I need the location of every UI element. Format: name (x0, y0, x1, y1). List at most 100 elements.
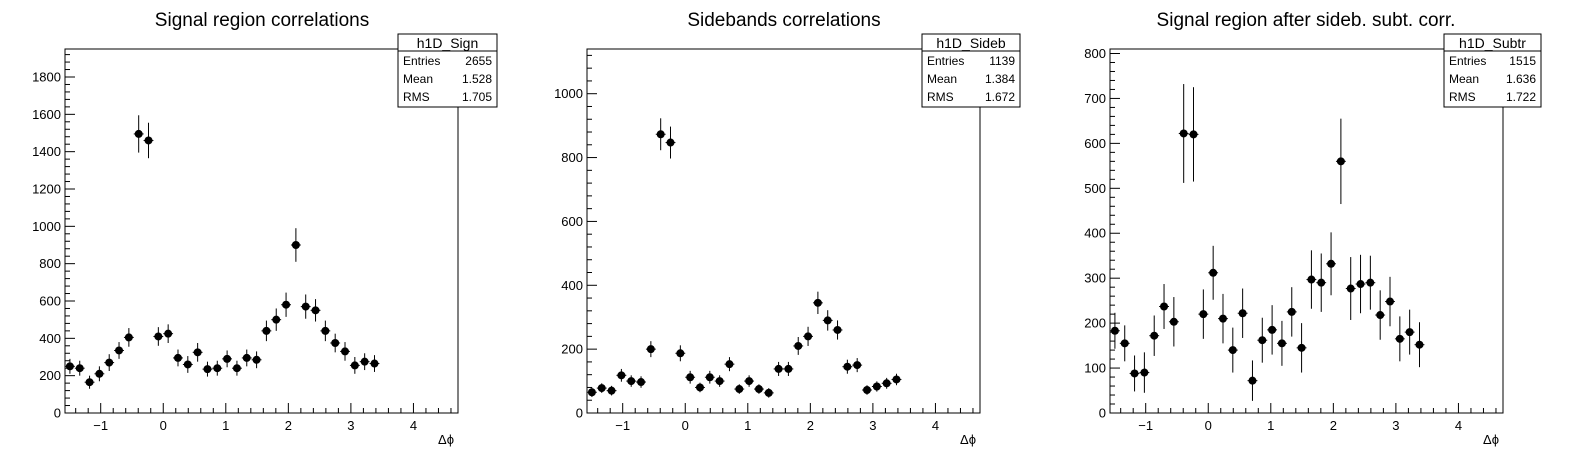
x-tick-label: 1 (222, 418, 229, 433)
marker (872, 382, 881, 391)
marker (1386, 297, 1395, 306)
data-point (1227, 327, 1238, 373)
data-point (114, 342, 124, 359)
data-point (881, 377, 892, 389)
data-point (1296, 323, 1307, 373)
marker (124, 333, 133, 342)
marker (735, 385, 744, 394)
marker (85, 378, 94, 387)
data-point (1119, 325, 1130, 362)
marker (370, 359, 379, 368)
data-point (655, 118, 666, 151)
marker (804, 332, 813, 341)
y-tick-label: 600 (39, 294, 61, 309)
marker (1317, 278, 1326, 287)
data-point (1316, 253, 1327, 312)
stats-value-rms: 1.672 (985, 90, 1015, 104)
data-point (695, 382, 705, 393)
marker (193, 348, 202, 357)
data-point (1365, 255, 1376, 310)
data-point (1110, 312, 1120, 349)
data-point (271, 308, 282, 331)
data-point (281, 292, 291, 317)
marker (1336, 157, 1345, 166)
marker (1209, 268, 1218, 277)
stats-label-mean: Mean (927, 72, 957, 86)
stats-label-entries: Entries (927, 54, 964, 68)
marker (715, 377, 724, 386)
marker (695, 383, 704, 392)
data-point (192, 343, 203, 362)
data-point (1139, 352, 1150, 393)
marker (1287, 307, 1296, 316)
data-point (891, 373, 902, 386)
marker (1346, 284, 1355, 293)
data-point (94, 366, 105, 382)
data-point (645, 341, 656, 358)
x-tick-label: 3 (347, 418, 354, 433)
marker (1327, 259, 1336, 268)
x-axis-title: Δϕ (960, 432, 976, 447)
data-point (133, 115, 144, 153)
stats-value-mean: 1.636 (1506, 72, 1536, 86)
marker (853, 361, 862, 370)
stats-value-entries: 1515 (1509, 54, 1536, 68)
marker (183, 360, 192, 369)
stats-label-rms: RMS (403, 90, 430, 104)
data-point (1414, 322, 1425, 368)
x-axis-title: Δϕ (438, 432, 454, 447)
marker (705, 373, 714, 382)
marker (331, 339, 340, 347)
y-tick-label: 1600 (32, 107, 61, 122)
data-point (182, 356, 193, 373)
marker (1120, 339, 1129, 348)
stats-label-entries: Entries (1449, 54, 1486, 68)
marker (597, 384, 606, 393)
stats-histogram-name: h1D_Subtr (1459, 35, 1526, 51)
y-tick-label: 800 (39, 256, 61, 271)
marker (764, 388, 773, 397)
data-point (104, 354, 115, 371)
plot-frame (586, 48, 981, 414)
x-tick-label: 2 (285, 418, 292, 433)
x-axis-title: Δϕ (1483, 432, 1499, 447)
data-point (1247, 360, 1258, 401)
chart-panel-1: Signal region correlations 0 200 400 600 800 1… (32, 10, 498, 447)
x-tick-label: 1 (1267, 418, 1274, 433)
stats-box: h1D_Sideb Entries 1139 Mean 1.384 RMS 1.672 (921, 33, 1021, 108)
marker (774, 364, 783, 373)
data-point (704, 370, 715, 384)
marker (587, 388, 596, 397)
data-point (1345, 257, 1356, 320)
data-point (1306, 250, 1317, 309)
marker (1376, 311, 1385, 320)
marker (1268, 325, 1277, 334)
x-tick-label: 2 (807, 418, 814, 433)
marker (311, 306, 320, 315)
marker (892, 375, 901, 384)
marker (105, 358, 114, 367)
data-point (763, 388, 774, 398)
data-point (1208, 245, 1219, 300)
x-tick-label: 2 (1330, 418, 1337, 433)
data-point (587, 387, 597, 398)
marker (794, 341, 803, 350)
y-tick-label: 800 (1084, 46, 1106, 61)
marker (1307, 275, 1316, 284)
stats-label-mean: Mean (403, 72, 433, 86)
marker (823, 316, 832, 325)
marker (164, 329, 173, 338)
data-point (222, 350, 233, 368)
marker (360, 357, 369, 366)
marker (1218, 314, 1227, 323)
marker (656, 130, 665, 139)
marker (75, 364, 84, 373)
data-point (1159, 284, 1169, 329)
y-tick-label: 400 (1084, 226, 1106, 241)
data-point (251, 351, 262, 369)
x-tick-label: −1 (93, 418, 108, 433)
stats-box: h1D_Sign Entries 2655 Mean 1.528 RMS 1.705 (397, 33, 498, 108)
stats-value-rms: 1.722 (1506, 90, 1536, 104)
plot-frame (1109, 48, 1504, 414)
marker (350, 361, 359, 370)
